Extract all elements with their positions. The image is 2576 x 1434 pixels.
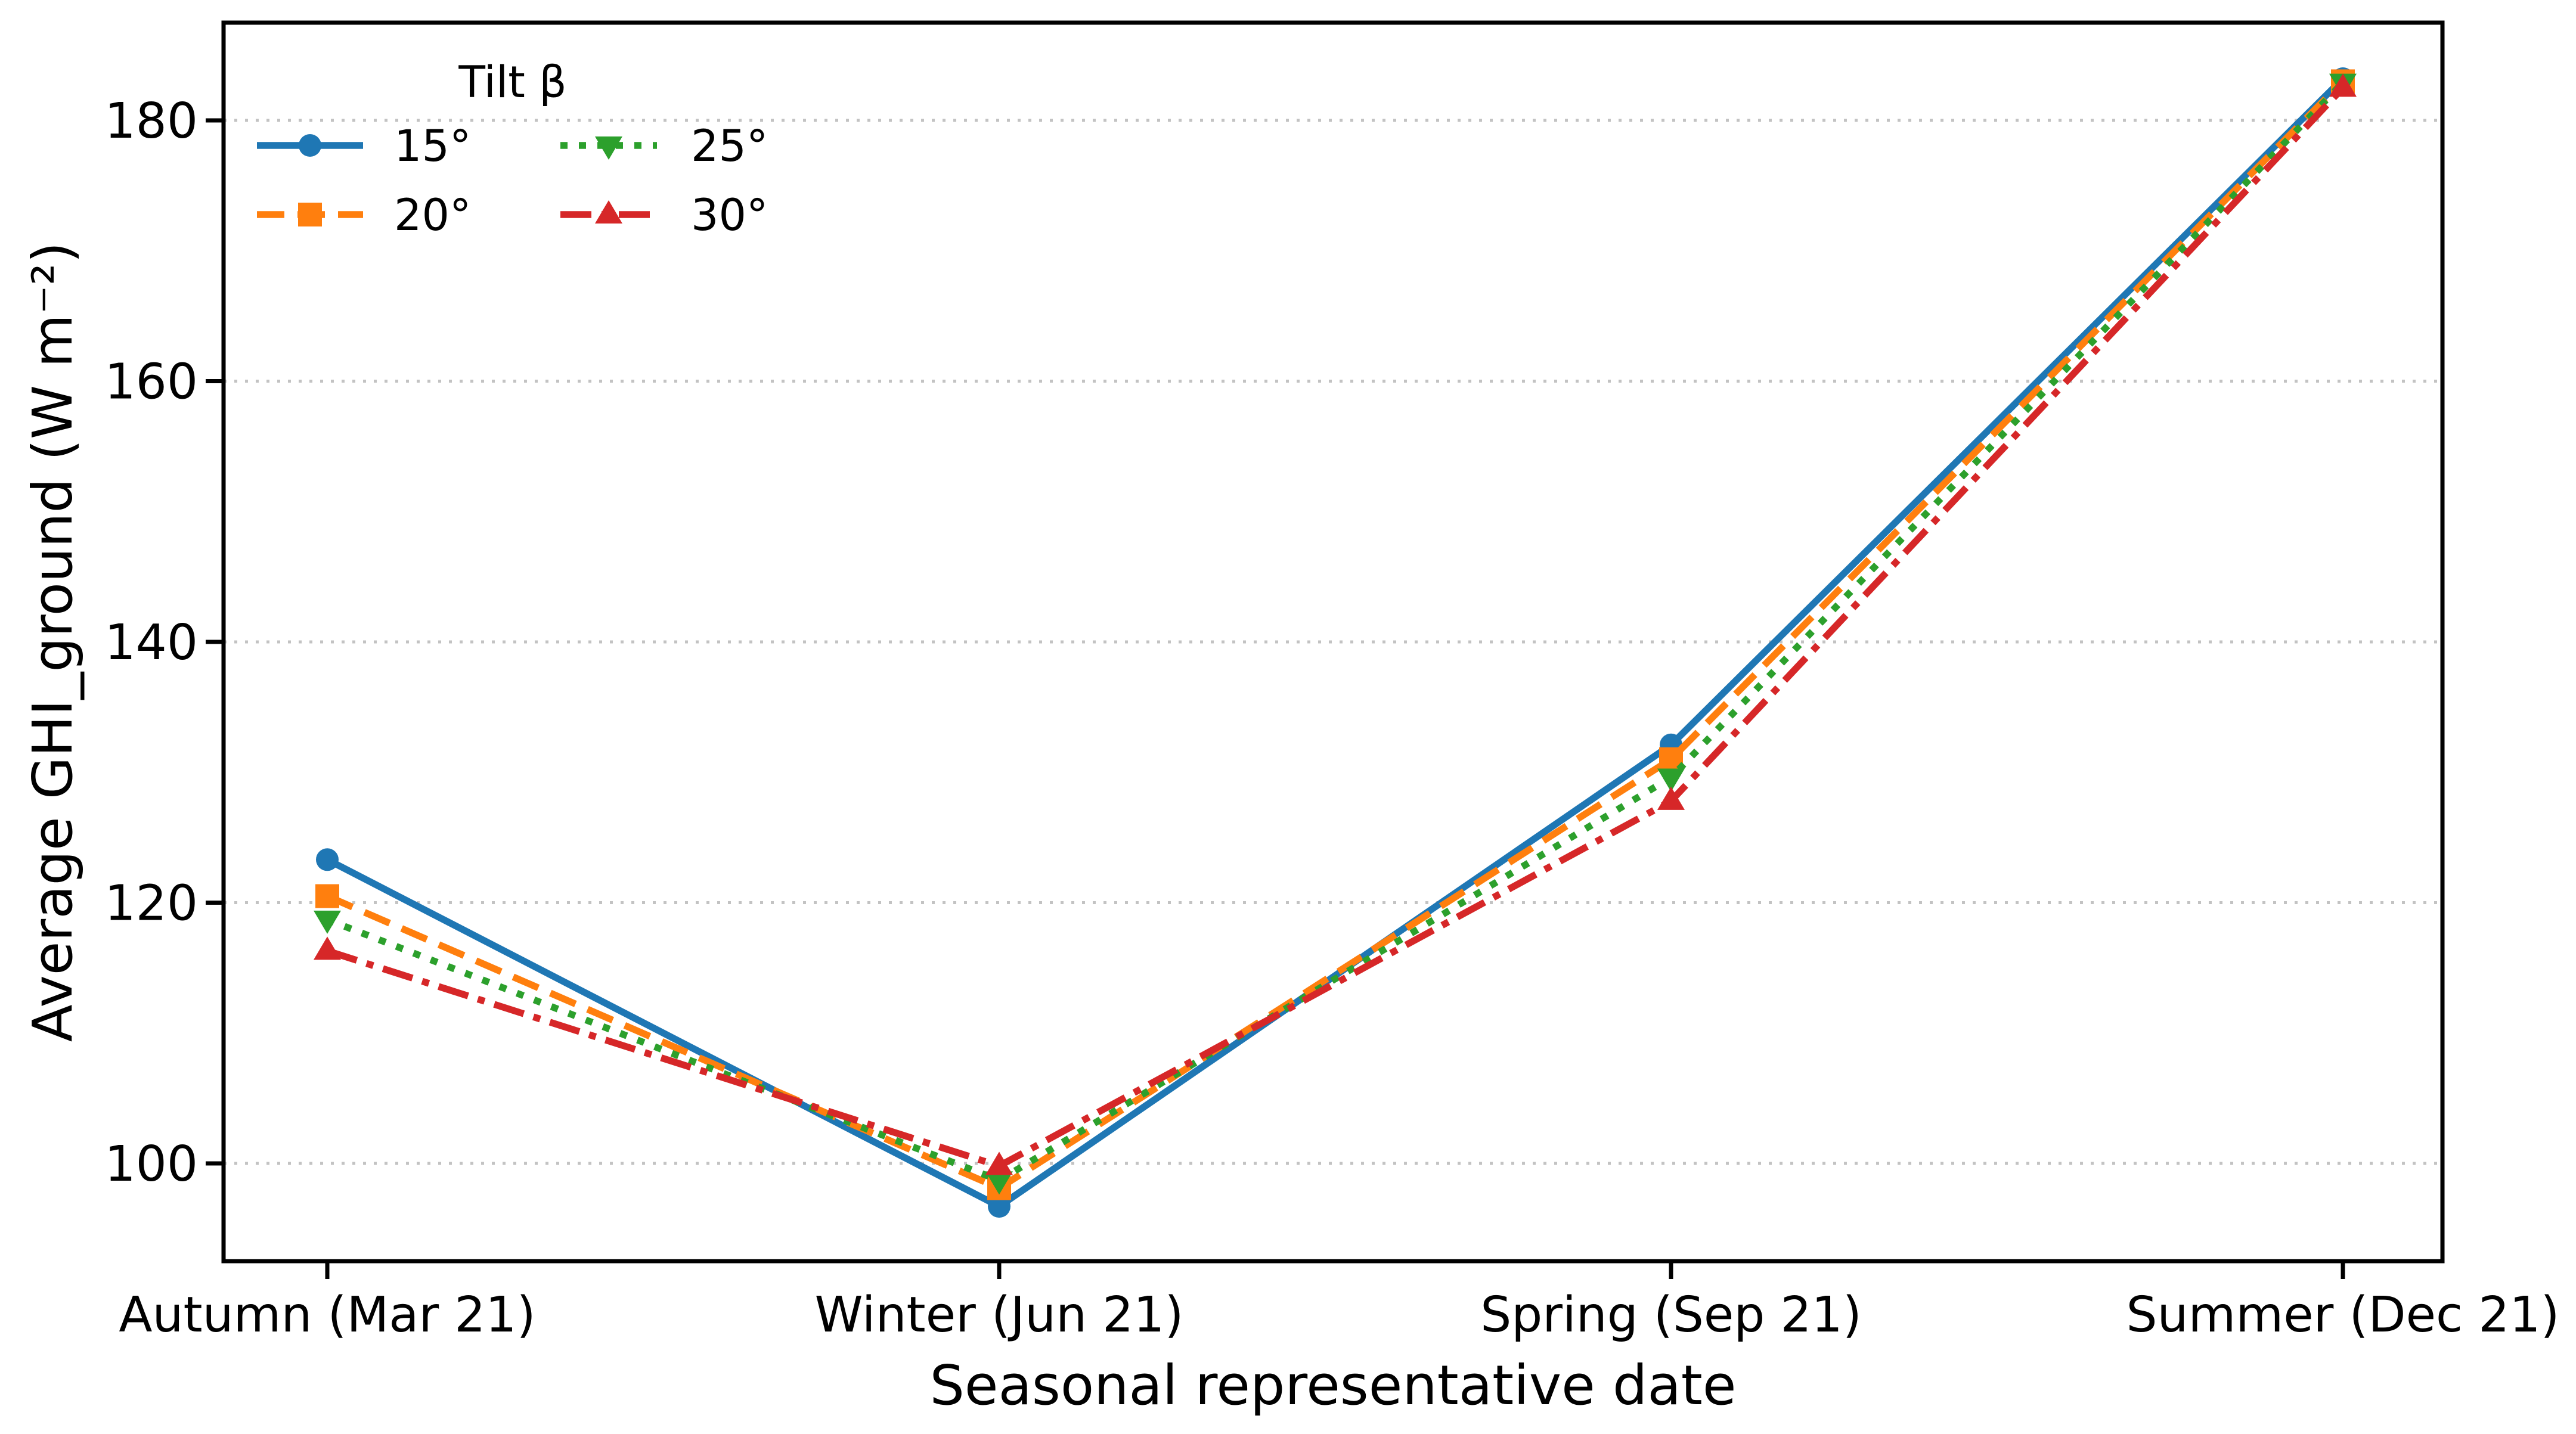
x-tick-label-1: Winter (Jun 21) <box>815 1287 1184 1343</box>
marker-25°-1 <box>985 1171 1013 1195</box>
y-tick-label-180: 180 <box>104 93 198 150</box>
y-tick-label-100: 100 <box>104 1136 198 1193</box>
marker-30°-2 <box>1657 786 1685 810</box>
y-tick-label-120: 120 <box>104 875 198 932</box>
legend-label-30°: 30° <box>691 190 768 241</box>
x-tick-label-2: Spring (Sep 21) <box>1480 1287 1862 1343</box>
x-axis-label: Seasonal representative date <box>930 1354 1737 1417</box>
legend-title: Tilt β <box>458 57 566 108</box>
legend-label-15°: 15° <box>394 121 471 172</box>
legend-entry-15°: 15° <box>257 121 471 172</box>
marker-15°-1 <box>988 1195 1010 1218</box>
legend: Tilt β 15° 20° 25° 30° <box>257 57 768 241</box>
marker-30°-1 <box>985 1151 1013 1175</box>
series-line-30° <box>326 85 2346 1170</box>
marker-30°-0 <box>314 936 341 960</box>
legend-entry-30°: 30° <box>560 190 768 241</box>
marker-25°-2 <box>1657 768 1685 792</box>
x-tick-label-3: Summer (Dec 21) <box>2126 1287 2559 1343</box>
legend-marker-20° <box>298 203 322 226</box>
marker-25°-0 <box>314 910 341 934</box>
tick-label-layer: 100 120 140 160 180 Autumn (Mar 21) Winter (Ju… <box>104 93 2559 1343</box>
legend-entry-25°: 25° <box>560 121 768 172</box>
series-line-20° <box>326 79 2346 1192</box>
legend-entry-20°: 20° <box>257 190 471 241</box>
y-tick-label-140: 140 <box>104 614 198 671</box>
legend-label-20°: 20° <box>394 190 471 241</box>
marker-20°-0 <box>315 884 339 908</box>
tick-layer <box>206 118 2345 1279</box>
legend-label-25°: 25° <box>691 121 768 172</box>
legend-marker-25° <box>595 136 622 160</box>
series-line-25° <box>326 80 2346 1184</box>
legend-marker-30° <box>595 200 622 224</box>
marker-30°-3 <box>2329 73 2357 97</box>
legend-entries: 15° 20° 25° 30° <box>257 121 768 241</box>
legend-marker-15° <box>299 134 321 157</box>
y-axis-label: Average GHI_ground (W m⁻²) <box>21 242 85 1042</box>
y-tick-label-160: 160 <box>104 354 198 411</box>
x-tick-label-0: Autumn (Mar 21) <box>119 1287 535 1343</box>
marker-15°-0 <box>316 848 339 871</box>
data-layer <box>314 67 2357 1218</box>
